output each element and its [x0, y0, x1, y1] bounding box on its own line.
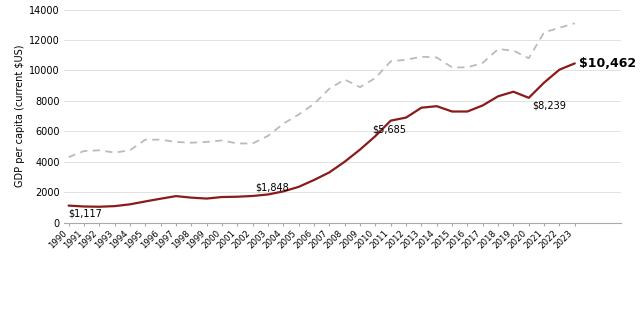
Upper middle income GDP per capita (current US$): [65, 204, 72, 208]
World: [387, 59, 394, 63]
Upper middle income GDP per capita (current US$): [540, 81, 548, 85]
World: [126, 149, 134, 152]
World: [356, 85, 364, 89]
Line: World: World: [68, 23, 575, 157]
World: [264, 134, 272, 138]
World: [540, 31, 548, 34]
Upper middle income GDP per capita (current US$): [341, 160, 349, 164]
World: [157, 138, 164, 142]
Upper middle income GDP per capita (current US$): [218, 195, 226, 199]
Upper middle income GDP per capita (current US$): [95, 205, 103, 209]
World: [249, 142, 257, 145]
World: [494, 47, 502, 51]
World: [141, 138, 149, 142]
Upper middle income GDP per capita (current US$): [326, 170, 333, 174]
World: [402, 58, 410, 62]
Upper middle income GDP per capita (current US$): [172, 194, 180, 198]
Upper middle income GDP per capita (current US$): [141, 199, 149, 203]
World: [463, 66, 471, 69]
World: [218, 139, 226, 142]
Upper middle income GDP per capita (current US$): [249, 194, 257, 198]
Upper middle income GDP per capita (current US$): [509, 90, 517, 93]
Upper middle income GDP per capita (current US$): [556, 68, 563, 72]
Upper middle income GDP per capita (current US$): [463, 110, 471, 114]
World: [479, 61, 486, 65]
Upper middle income GDP per capita (current US$): [525, 96, 532, 100]
World: [372, 76, 380, 80]
World: [417, 55, 425, 59]
Upper middle income GDP per capita (current US$): [80, 204, 88, 208]
Upper middle income GDP per capita (current US$): [448, 110, 456, 114]
World: [280, 122, 287, 126]
Upper middle income GDP per capita (current US$): [494, 94, 502, 98]
Upper middle income GDP per capita (current US$): [295, 185, 303, 189]
Upper middle income GDP per capita (current US$): [402, 116, 410, 120]
Upper middle income GDP per capita (current US$): [417, 106, 425, 110]
Upper middle income GDP per capita (current US$): [188, 196, 195, 200]
World: [571, 21, 579, 25]
World: [341, 78, 349, 81]
Text: $5,685: $5,685: [372, 124, 406, 134]
World: [556, 26, 563, 30]
Text: $1,117: $1,117: [68, 209, 102, 219]
World: [188, 141, 195, 145]
Text: $1,848: $1,848: [256, 182, 289, 192]
World: [80, 149, 88, 153]
World: [234, 142, 241, 145]
World: [310, 102, 318, 106]
Upper middle income GDP per capita (current US$): [111, 204, 118, 208]
Upper middle income GDP per capita (current US$): [387, 119, 394, 122]
World: [203, 140, 211, 144]
Upper middle income GDP per capita (current US$): [280, 190, 287, 193]
Legend: Upper middle income GDP per capita (current US$), World: Upper middle income GDP per capita (curr…: [117, 317, 479, 318]
World: [433, 56, 440, 59]
Text: $8,239: $8,239: [532, 100, 566, 110]
Upper middle income GDP per capita (current US$): [433, 104, 440, 108]
Y-axis label: GDP per capita (current $US): GDP per capita (current $US): [15, 45, 25, 187]
Text: $10,462: $10,462: [579, 57, 637, 70]
Upper middle income GDP per capita (current US$): [571, 61, 579, 65]
Upper middle income GDP per capita (current US$): [479, 104, 486, 107]
World: [326, 87, 333, 91]
Upper middle income GDP per capita (current US$): [157, 197, 164, 201]
World: [95, 149, 103, 152]
World: [448, 66, 456, 69]
Upper middle income GDP per capita (current US$): [264, 193, 272, 197]
World: [295, 113, 303, 116]
World: [111, 151, 118, 155]
World: [509, 49, 517, 52]
World: [525, 56, 532, 60]
Upper middle income GDP per capita (current US$): [372, 134, 380, 138]
Line: Upper middle income GDP per capita (current US$): Upper middle income GDP per capita (curr…: [68, 63, 575, 207]
Upper middle income GDP per capita (current US$): [203, 197, 211, 200]
Upper middle income GDP per capita (current US$): [234, 195, 241, 199]
World: [172, 140, 180, 144]
World: [65, 155, 72, 159]
Upper middle income GDP per capita (current US$): [310, 178, 318, 182]
Upper middle income GDP per capita (current US$): [126, 203, 134, 206]
Upper middle income GDP per capita (current US$): [356, 148, 364, 151]
